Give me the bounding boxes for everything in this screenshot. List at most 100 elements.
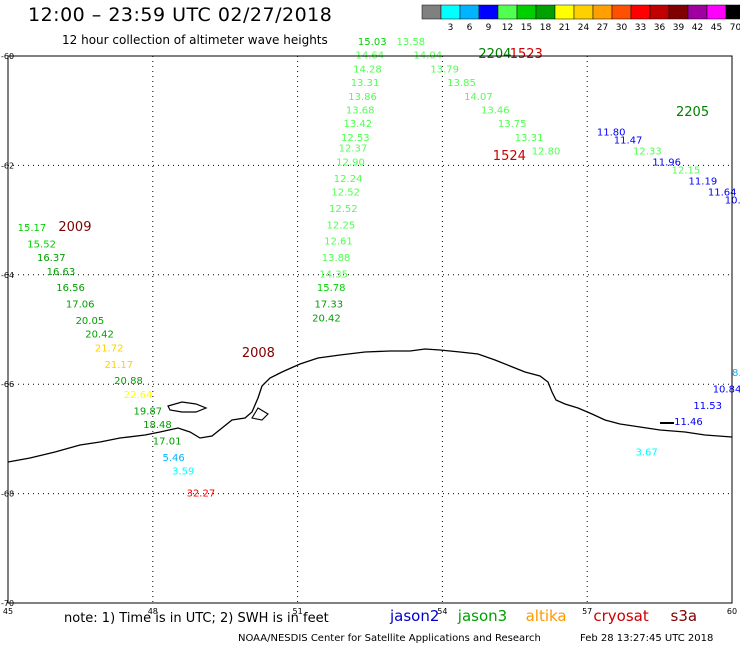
scale-swatch	[668, 4, 689, 20]
wave-height-value: 13.75	[498, 119, 527, 130]
scale-label: 30	[616, 23, 628, 33]
wave-height-value: 20.05	[76, 316, 105, 327]
wave-height-value: 11.46	[674, 417, 703, 428]
island-outline	[251, 407, 269, 421]
wave-height-value: 16.37	[37, 253, 66, 264]
pass-label: 2205	[676, 105, 709, 120]
wave-height-value: 13.58	[397, 37, 426, 48]
wave-height-value: 20.42	[85, 330, 114, 341]
wave-height-value: 14.28	[353, 64, 382, 75]
wave-height-value: 13.31	[351, 78, 380, 89]
scale-label: 42	[692, 23, 703, 33]
scale-label: 9	[486, 23, 492, 33]
wave-height-value: 15.17	[18, 223, 47, 234]
scale-swatch	[649, 4, 670, 20]
wave-height-value: 20.88	[114, 376, 143, 387]
wave-height-value: 12.24	[334, 174, 363, 185]
lon-tick-label: 54	[437, 607, 447, 616]
wave-height-value: 21.17	[105, 360, 134, 371]
scale-swatch	[478, 4, 499, 20]
wave-height-value: 12.53	[341, 133, 370, 144]
wave-height-value: 14.07	[464, 92, 493, 103]
wave-height-value: 13.79	[430, 64, 459, 75]
wave-height-value: 3.67	[635, 447, 657, 458]
wave-height-value: 5.46	[162, 453, 184, 464]
scale-label: 18	[540, 23, 552, 33]
wave-height-value: 13.88	[322, 253, 351, 264]
wave-height-value: 11.19	[689, 177, 718, 188]
wave-height-value: 16.63	[47, 267, 76, 278]
wave-height-value: 8.96	[732, 368, 740, 379]
wave-height-value: 12.80	[532, 146, 561, 157]
wave-height-value: 12.52	[329, 204, 358, 215]
wave-height-value: 10.84	[713, 384, 740, 395]
scale-label: 36	[654, 23, 666, 33]
wave-height-value: 20.42	[312, 313, 341, 324]
wave-height-value: 11.64	[708, 187, 737, 198]
scale-label: 3	[448, 23, 454, 33]
wave-height-value: 32.27	[187, 488, 216, 499]
altimeter-tracks: 15.17 15.52 16.37 16.63 16.56 17.06 20.05 20.42…	[18, 37, 740, 499]
wave-height-value: 12.15	[672, 166, 701, 177]
scale-label: 21	[559, 23, 570, 33]
wave-height-value: 11.53	[693, 401, 722, 412]
wave-height-value: 18.48	[143, 420, 172, 431]
wave-height-value: 11.80	[597, 127, 626, 138]
wave-height-value: 17.06	[66, 300, 95, 311]
scale-swatch	[630, 4, 651, 20]
wave-height-value: 12.52	[331, 187, 360, 198]
wave-height-value: 12.25	[327, 220, 356, 231]
scale-swatch	[554, 4, 575, 20]
scale-swatch	[459, 4, 480, 20]
coastline-main	[7, 348, 733, 463]
wave-height-value: 15.52	[27, 239, 56, 250]
wave-height-value: 13.42	[343, 119, 372, 130]
scale-swatch	[706, 4, 727, 20]
pass-label: 1523	[510, 47, 543, 62]
scale-label: 70	[730, 23, 740, 33]
wave-height-value: 3.59	[172, 466, 194, 477]
scale-label: 33	[635, 23, 646, 33]
lon-tick-label: 48	[148, 607, 158, 616]
wave-height-value: 13.46	[481, 105, 510, 116]
scale-label: 24	[578, 23, 590, 33]
generated-timestamp: Feb 28 13:27:45 UTC 2018	[580, 633, 714, 644]
satellite-legend-altika: altika	[525, 607, 567, 625]
island-outline	[167, 401, 208, 413]
scale-label: 15	[521, 23, 532, 33]
scale-swatch	[725, 4, 740, 20]
scale-label: 27	[597, 23, 608, 33]
pass-label: 2008	[242, 346, 275, 361]
pass-label: 2204	[478, 47, 511, 62]
wave-height-value: 17.33	[314, 300, 343, 311]
lon-tick-label: 60	[727, 607, 737, 616]
wave-height-value: 13.85	[447, 78, 476, 89]
wave-height-value: 22.64	[124, 390, 153, 401]
wave-height-value: 13.31	[515, 133, 544, 144]
page-title: 12:00 – 23:59 UTC 02/27/2018	[28, 4, 333, 26]
wave-height-value: 14.35	[319, 270, 348, 281]
scale-swatch	[687, 4, 708, 20]
wave-height-value: 13.86	[348, 92, 377, 103]
wave-height-value: 11.47	[614, 136, 643, 147]
pass-label: 2009	[58, 220, 91, 235]
wave-height-value: 11.96	[652, 157, 681, 168]
scale-label: 12	[502, 23, 513, 33]
footer-note: note: 1) Time is in UTC; 2) SWH is in fe…	[64, 611, 329, 626]
wave-height-value: 12.37	[339, 144, 368, 155]
scale-swatch	[516, 4, 537, 20]
satellite-legend-jason2: jason2	[390, 607, 440, 625]
lon-tick-label: 45	[3, 607, 13, 616]
scale-swatch	[421, 4, 442, 20]
wave-height-value: 16.56	[56, 283, 85, 294]
coastline	[7, 348, 733, 463]
credit-text: NOAA/NESDIS Center for Satellite Applica…	[238, 633, 541, 644]
scale-swatch	[592, 4, 613, 20]
wave-height-value: 17.01	[153, 436, 182, 447]
lon-tick-label: 57	[582, 607, 592, 616]
page-subtitle: 12 hour collection of altimeter wave hei…	[62, 33, 328, 47]
scale-swatch	[573, 4, 594, 20]
